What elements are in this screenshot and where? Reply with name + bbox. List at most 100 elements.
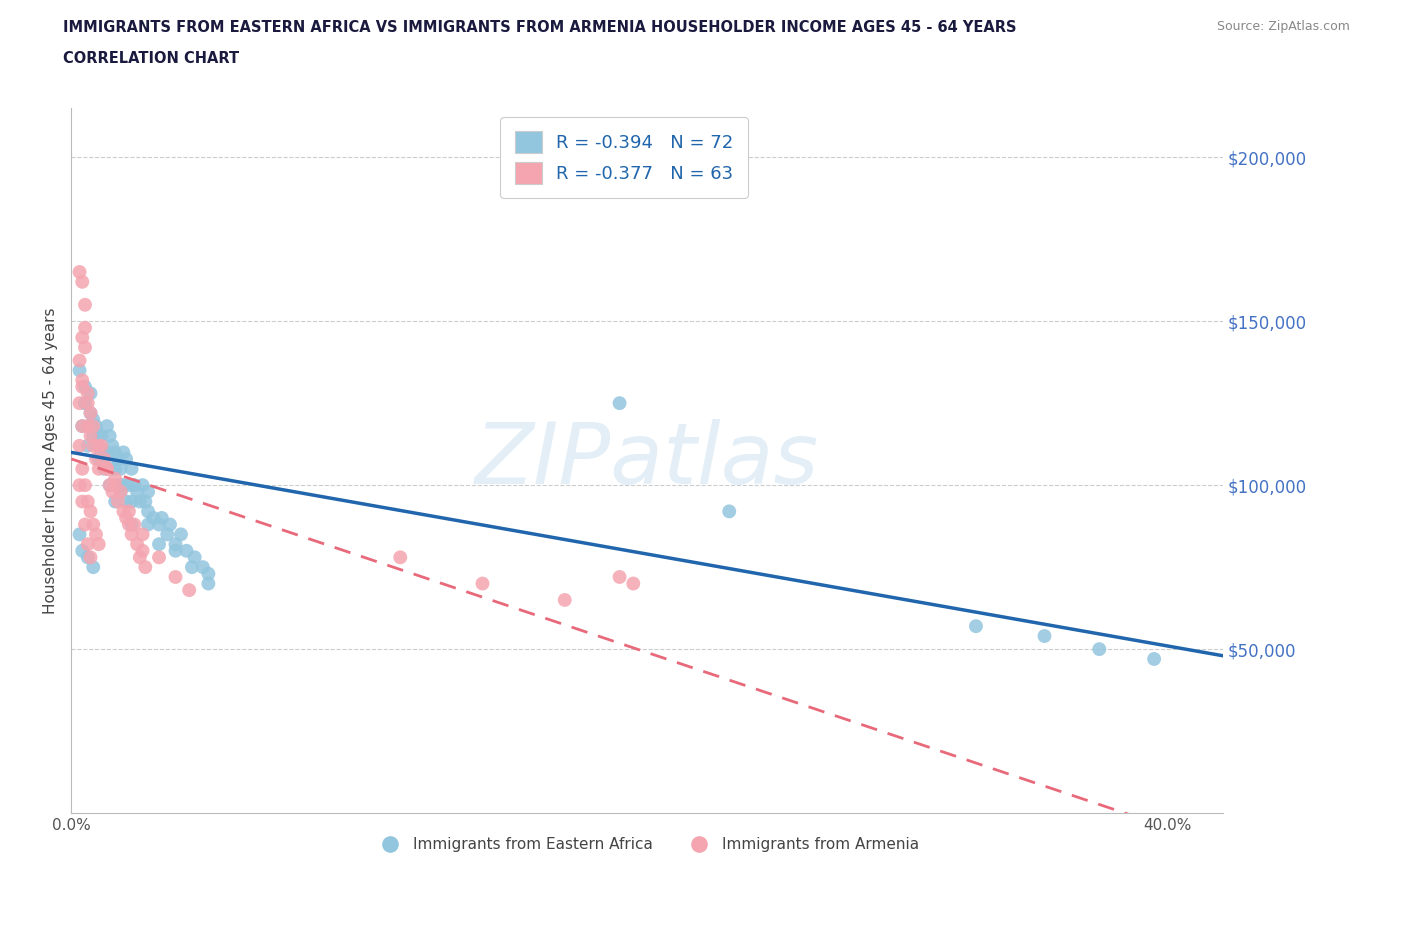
Point (93, 461, 115, 476)
Point (142, 511, 165, 525)
Point (96, 445, 118, 459)
Point (79, 405, 101, 420)
Point (112, 504, 135, 519)
Point (72, 543, 94, 558)
Point (87, 451, 110, 466)
Point (69, 478, 91, 493)
Point (87, 537, 110, 551)
Point (73, 340, 96, 355)
Point (134, 494, 156, 509)
Point (104, 445, 127, 459)
Point (82, 429, 104, 444)
Point (72, 373, 94, 388)
Point (124, 517, 146, 532)
Point (69, 527, 91, 542)
Point (127, 537, 149, 551)
Point (118, 517, 141, 532)
Point (148, 550, 170, 565)
Point (90, 445, 112, 459)
Point (98, 478, 121, 493)
Point (84, 418, 107, 433)
Point (87, 438, 110, 453)
Point (159, 517, 181, 532)
Point (128, 550, 150, 565)
Point (69, 396, 91, 411)
Point (87, 429, 110, 444)
Point (1088, 642, 1111, 657)
Point (101, 461, 124, 476)
Point (148, 517, 170, 532)
Point (76, 537, 98, 551)
Point (165, 543, 187, 558)
Point (176, 543, 198, 558)
Point (101, 438, 124, 453)
Point (181, 560, 204, 575)
Point (197, 576, 219, 591)
Point (115, 494, 138, 509)
Point (76, 386, 98, 401)
Point (82, 438, 104, 453)
Point (110, 478, 132, 493)
Text: CORRELATION CHART: CORRELATION CHART (63, 51, 239, 66)
Point (104, 461, 127, 476)
Point (76, 494, 98, 509)
Point (131, 478, 153, 493)
Y-axis label: Householder Income Ages 45 - 64 years: Householder Income Ages 45 - 64 years (44, 307, 58, 614)
Point (127, 485, 149, 499)
Point (69, 264, 91, 279)
Point (84, 527, 107, 542)
Point (134, 560, 156, 575)
Point (110, 485, 132, 499)
Point (72, 379, 94, 394)
Point (90, 438, 112, 453)
Point (121, 517, 143, 532)
Point (72, 330, 94, 345)
Point (197, 566, 219, 581)
Point (150, 511, 173, 525)
Point (72, 418, 94, 433)
Point (107, 494, 129, 509)
Point (73, 396, 96, 411)
Point (76, 418, 98, 433)
Point (112, 478, 135, 493)
Point (82, 560, 104, 575)
Point (609, 569, 631, 584)
Point (121, 494, 143, 509)
Point (621, 576, 644, 591)
Point (471, 576, 494, 591)
Point (93, 451, 115, 466)
Point (124, 478, 146, 493)
Point (148, 537, 170, 551)
Point (79, 429, 101, 444)
Legend: Immigrants from Eastern Africa, Immigrants from Armenia: Immigrants from Eastern Africa, Immigran… (368, 831, 925, 858)
Point (76, 438, 98, 453)
Point (107, 451, 129, 466)
Point (82, 418, 104, 433)
Point (156, 527, 179, 542)
Point (90, 429, 112, 444)
Point (115, 451, 138, 466)
Point (101, 485, 124, 499)
Point (389, 550, 412, 565)
Point (121, 461, 143, 476)
Point (165, 569, 187, 584)
Point (72, 274, 94, 289)
Point (118, 504, 141, 519)
Point (554, 592, 576, 607)
Point (79, 405, 101, 420)
Point (112, 445, 135, 459)
Point (115, 511, 138, 525)
Point (69, 353, 91, 368)
Point (72, 461, 94, 476)
Point (82, 517, 104, 532)
Text: ZIPatlas: ZIPatlas (475, 419, 820, 502)
Point (98, 478, 121, 493)
Point (98, 429, 121, 444)
Point (128, 494, 150, 509)
Point (191, 560, 214, 575)
Point (82, 412, 104, 427)
Point (69, 363, 91, 378)
Point (73, 379, 96, 394)
Point (179, 583, 201, 598)
Point (165, 537, 187, 551)
